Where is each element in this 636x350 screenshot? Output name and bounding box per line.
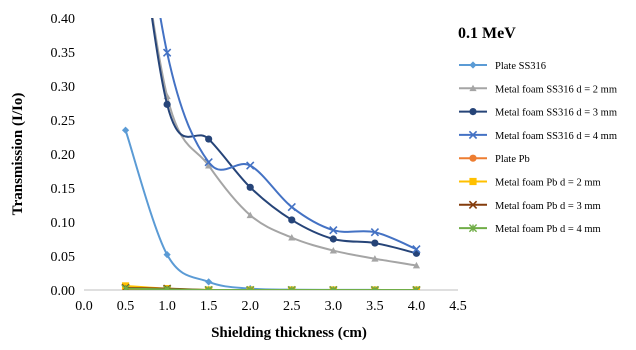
series-3 <box>151 18 421 257</box>
data-point <box>246 161 255 170</box>
data-point <box>205 135 213 143</box>
x-tick-label: 4.5 <box>449 299 467 314</box>
x-tick-label: 2.5 <box>283 299 301 314</box>
data-point <box>412 261 421 269</box>
data-point <box>287 202 296 212</box>
legend-label: Metal foam SS316 d = 2 mm <box>495 84 617 95</box>
x-tick-label: 0.5 <box>117 299 135 314</box>
data-point <box>329 285 338 290</box>
x-tick-labels: 0.0 0.5 1.0 1.5 2.0 2.5 3.0 3.5 4.0 4.5 <box>75 299 467 314</box>
y-tick-label: 0.00 <box>51 284 76 299</box>
x-tick-label: 3.0 <box>325 299 343 314</box>
legend-label: Plate Pb <box>495 154 530 165</box>
data-point <box>121 284 130 290</box>
series-line <box>151 18 417 267</box>
legend-label: Metal foam SS316 d = 3 mm <box>495 108 617 119</box>
x-tick-label: 4.0 <box>408 299 426 314</box>
data-point <box>288 216 296 224</box>
data-point <box>163 100 171 108</box>
y-tick-label: 0.20 <box>51 148 76 163</box>
legend-label: Metal foam Pb d = 4 mm <box>495 224 601 235</box>
y-tick-label: 0.10 <box>51 216 76 231</box>
y-axis-title: Transmission (I/Io) <box>10 93 26 216</box>
legend-swatch-marker <box>469 177 477 186</box>
series-line <box>159 18 417 251</box>
legend-label: Metal foam Pb d = 2 mm <box>495 178 601 189</box>
y-tick-label: 0.15 <box>51 182 76 197</box>
data-point <box>163 285 172 290</box>
y-tick-label: 0.05 <box>51 250 76 265</box>
series-line <box>124 129 417 290</box>
series-2 <box>151 18 421 269</box>
legend-label: Metal foam Pb d = 3 mm <box>495 201 601 212</box>
legend-swatch-marker <box>469 84 477 92</box>
series-line <box>151 18 417 255</box>
data-point <box>162 48 172 57</box>
data-point <box>329 246 337 254</box>
data-point <box>121 126 130 134</box>
legend-item: Metal foam Pb d = 4 mm <box>459 224 601 235</box>
legend-swatch-marker <box>468 200 478 209</box>
legend-swatch-marker <box>469 61 477 69</box>
legend-swatch-marker <box>468 224 478 233</box>
data-point <box>205 278 213 286</box>
legend-label: Metal foam SS316 d = 4 mm <box>495 131 617 142</box>
data-point <box>246 183 254 191</box>
y-tick-label: 0.25 <box>51 114 76 129</box>
legend-item: Metal foam SS316 d = 2 mm <box>459 84 617 95</box>
legend-swatch-marker <box>469 108 477 116</box>
data-point <box>370 228 380 237</box>
legend-item: Plate SS316 <box>459 61 546 72</box>
x-tick-label: 3.5 <box>366 299 384 314</box>
series-line <box>125 287 417 290</box>
legend-item: Metal foam SS316 d = 3 mm <box>459 108 617 119</box>
data-point <box>412 285 421 290</box>
data-point <box>246 285 255 290</box>
legend-label: Plate SS316 <box>495 61 546 72</box>
legend-swatch-marker <box>469 154 477 162</box>
x-tick-label: 0.0 <box>75 299 93 314</box>
data-point <box>288 234 296 241</box>
data-point <box>204 285 213 290</box>
series-layer <box>121 18 421 290</box>
data-point <box>205 161 213 169</box>
x-tick-label: 2.0 <box>241 299 259 314</box>
data-point <box>412 245 421 254</box>
data-point <box>329 235 337 243</box>
data-point <box>287 285 296 290</box>
data-point <box>370 285 379 290</box>
legend-swatch-marker <box>468 130 478 140</box>
y-tick-label: 0.35 <box>51 46 76 61</box>
legend-item: Metal foam Pb d = 3 mm <box>459 200 601 212</box>
chart-title: 0.1 MeV <box>458 25 516 42</box>
y-tick-label: 0.30 <box>51 80 76 95</box>
x-tick-label: 1.0 <box>158 299 176 314</box>
series-1 <box>121 126 421 290</box>
data-point <box>204 157 213 167</box>
legend-item: Metal foam Pb d = 2 mm <box>459 178 601 189</box>
data-point <box>371 239 379 247</box>
y-tick-labels: 0.00 0.05 0.10 0.15 0.20 0.25 0.30 0.35 0.40 <box>51 12 76 299</box>
data-point <box>246 211 254 219</box>
x-tick-label: 1.5 <box>200 299 218 314</box>
legend-item: Plate Pb <box>459 154 530 165</box>
data-point <box>371 255 379 262</box>
legend: Plate SS316 Metal foam SS316 d = 2 mm Meta… <box>459 61 617 235</box>
data-point <box>163 251 171 259</box>
y-tick-label: 0.40 <box>51 12 76 27</box>
data-point <box>329 225 338 235</box>
legend-item: Metal foam SS316 d = 4 mm <box>459 130 617 142</box>
x-axis-title: Shielding thickness (cm) <box>211 325 367 341</box>
series-4 <box>159 18 421 254</box>
series-8 <box>121 284 421 290</box>
